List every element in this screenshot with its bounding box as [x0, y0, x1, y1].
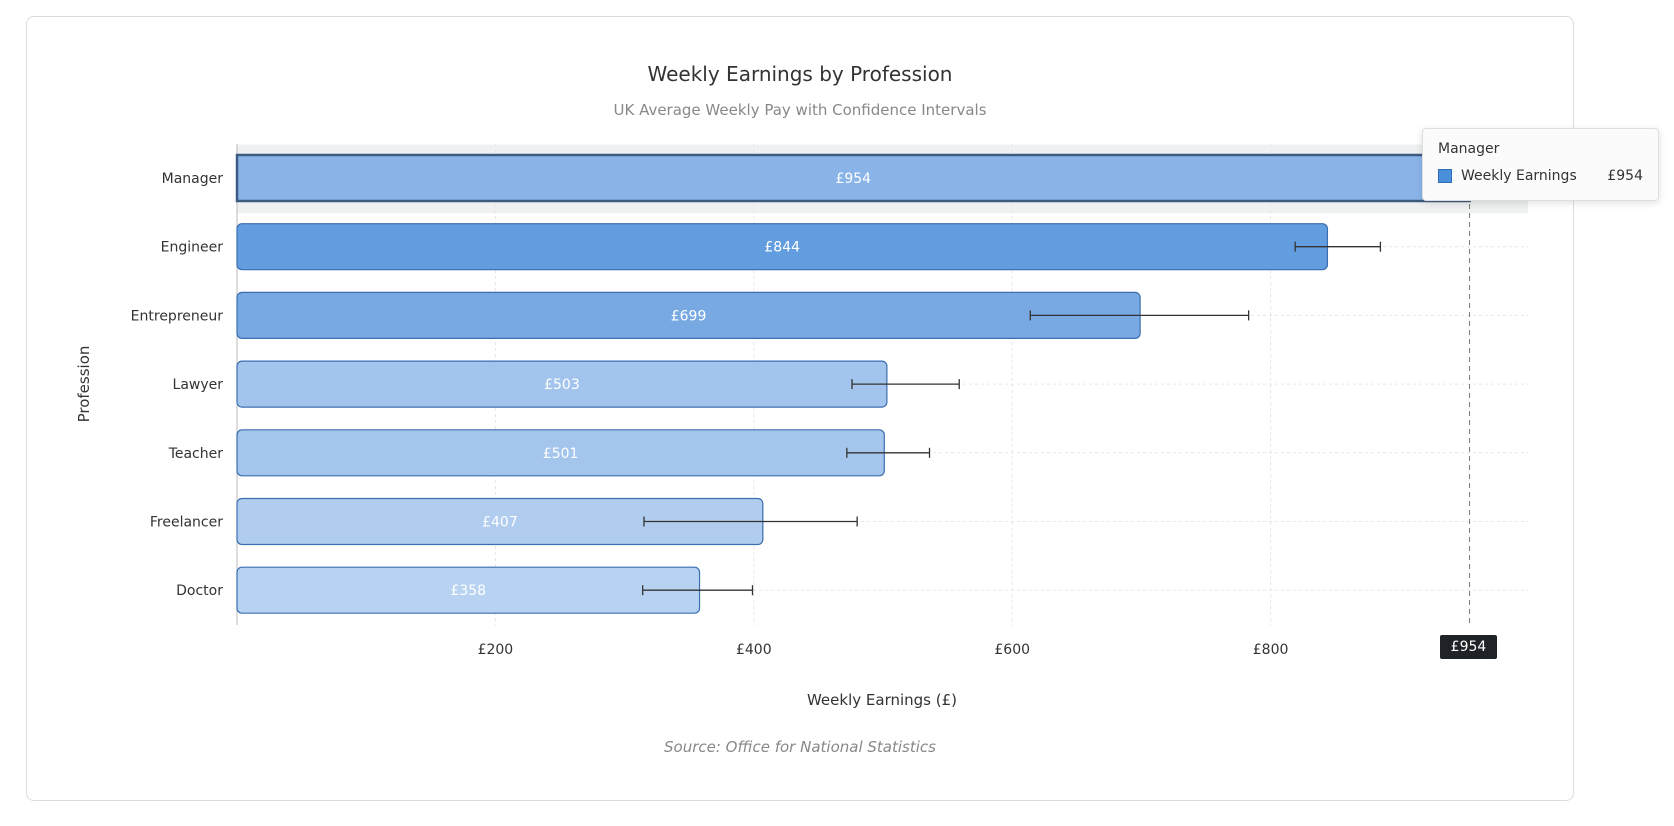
x-axis-title: Weekly Earnings (£) [807, 691, 957, 709]
y-axis-title: Profession [75, 346, 93, 423]
bar-value-label: £503 [544, 377, 580, 393]
chart-card [26, 16, 1574, 801]
y-tick-label: Doctor [176, 583, 223, 599]
chart-title: Weekly Earnings by Profession [648, 62, 953, 86]
tooltip-value: £954 [1607, 168, 1643, 184]
tooltip: Manager Weekly Earnings £954 [1422, 128, 1659, 201]
y-tick-label: Entrepreneur [131, 308, 224, 324]
x-tick-label: £200 [478, 642, 514, 658]
x-tick-label: £600 [994, 642, 1030, 658]
tooltip-series: Weekly Earnings [1461, 168, 1577, 184]
bar-value-label: £358 [450, 583, 486, 599]
tooltip-title: Manager [1438, 141, 1500, 157]
source-note: Source: Office for National Statistics [664, 738, 936, 756]
crosshair-value-label: £954 [1440, 635, 1497, 659]
y-tick-label: Freelancer [150, 515, 223, 531]
bar-value-label: £501 [543, 446, 579, 462]
x-tick-label: £800 [1253, 642, 1289, 658]
x-tick-label: £400 [736, 642, 772, 658]
series-swatch-icon [1438, 169, 1452, 183]
y-tick-label: Engineer [161, 240, 224, 256]
bar-value-label: £699 [671, 308, 707, 324]
bar-value-label: £844 [764, 240, 800, 256]
y-tick-label: Lawyer [173, 377, 224, 393]
y-tick-label: Manager [162, 171, 224, 187]
y-tick-label: Teacher [168, 446, 224, 462]
bar-value-label: £407 [482, 515, 518, 531]
bar-value-label: £954 [835, 171, 871, 187]
chart-subtitle: UK Average Weekly Pay with Confidence In… [613, 101, 986, 119]
